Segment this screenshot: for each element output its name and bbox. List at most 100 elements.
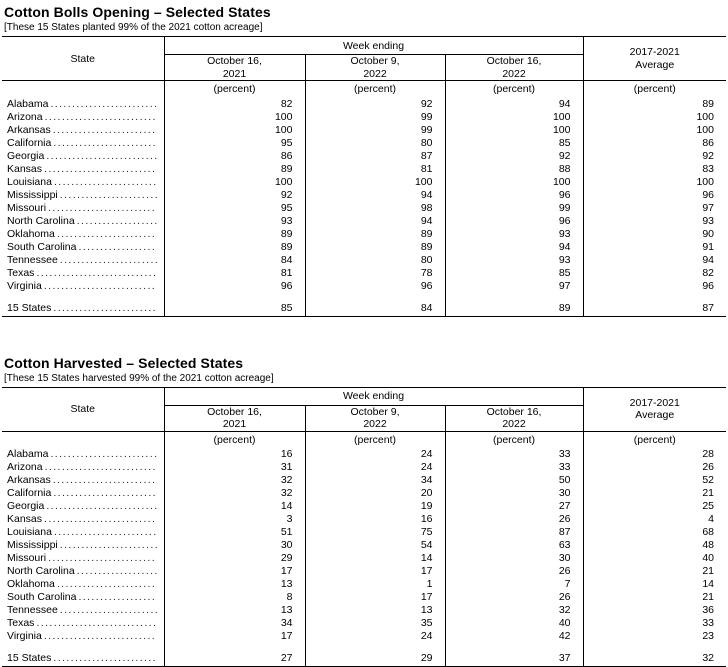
unit-row: (percent) (percent) (percent) (percent) <box>2 81 726 98</box>
state-cell: Louisiana <box>2 526 164 539</box>
value-cell: 48 <box>583 539 726 552</box>
week-column-3-line2: 2022 <box>502 68 525 80</box>
week-column-3-line2: 2022 <box>502 418 525 430</box>
state-line: Texas <box>2 267 164 280</box>
value-cell: 96 <box>305 280 445 293</box>
percent-unit-cell: (percent) <box>164 431 305 448</box>
value-cell: 35 <box>305 617 445 630</box>
table-row: Texas81788582 <box>2 267 726 280</box>
value-cell: 92 <box>583 150 726 163</box>
state-label: California <box>7 137 53 150</box>
week-column-header-3: October 16, 2022 <box>445 55 583 81</box>
dot-leader <box>53 124 157 137</box>
value-cell: 68 <box>583 526 726 539</box>
value-cell <box>305 643 445 652</box>
value-cell: 93 <box>445 228 583 241</box>
state-label: Mississippi <box>7 189 60 202</box>
report-title: Cotton Harvested – Selected States <box>4 355 726 371</box>
state-label: Virginia <box>7 280 44 293</box>
value-cell: 94 <box>583 254 726 267</box>
week-column-header-2: October 9, 2022 <box>305 405 445 431</box>
dot-leader <box>77 215 157 228</box>
dot-leader <box>46 500 156 513</box>
value-cell: 1 <box>305 578 445 591</box>
state-label: Mississippi <box>7 539 60 552</box>
state-cell: Texas <box>2 617 164 630</box>
state-line: Tennessee <box>2 254 164 267</box>
value-cell: 94 <box>305 189 445 202</box>
state-cell: Arizona <box>2 461 164 474</box>
state-cell: Kansas <box>2 163 164 176</box>
state-line: Oklahoma <box>2 578 164 591</box>
state-line: Kansas <box>2 513 164 526</box>
state-line: Virginia <box>2 630 164 643</box>
value-cell: 14 <box>305 552 445 565</box>
state-label: Arkansas <box>7 124 53 137</box>
percent-unit-cell: (percent) <box>305 81 445 98</box>
value-cell: 78 <box>305 267 445 280</box>
value-cell: 99 <box>305 124 445 137</box>
value-cell <box>583 643 726 652</box>
spacer-row <box>2 643 726 652</box>
value-cell: 92 <box>445 150 583 163</box>
value-cell: 100 <box>583 111 726 124</box>
value-cell: 84 <box>305 302 445 317</box>
value-cell: 81 <box>305 163 445 176</box>
table-row: Georgia14192725 <box>2 500 726 513</box>
state-line: Arkansas <box>2 474 164 487</box>
state-line: Missouri <box>2 552 164 565</box>
value-cell: 30 <box>164 539 305 552</box>
state-label: Arizona <box>7 111 45 124</box>
state-line: Mississippi <box>2 189 164 202</box>
unit-row: (percent) (percent) (percent) (percent) <box>2 431 726 448</box>
value-cell: 24 <box>305 448 445 461</box>
state-cell: Mississippi <box>2 189 164 202</box>
table-row: Mississippi92949696 <box>2 189 726 202</box>
state-line: South Carolina <box>2 241 164 254</box>
header-row-1: State Week ending 2017-2021 Average <box>2 37 726 55</box>
state-label: 15 States <box>7 302 53 315</box>
dot-leader <box>60 539 157 552</box>
state-label: South Carolina <box>7 241 78 254</box>
value-cell <box>164 293 305 302</box>
value-cell: 92 <box>305 98 445 111</box>
dot-leader <box>45 461 157 474</box>
week-column-1-line2: 2021 <box>223 418 246 430</box>
state-cell: Missouri <box>2 552 164 565</box>
dot-leader <box>54 526 157 539</box>
unit-state-cell <box>2 431 164 448</box>
table-row: North Carolina93949693 <box>2 215 726 228</box>
state-cell: Tennessee <box>2 604 164 617</box>
value-cell: 82 <box>583 267 726 280</box>
value-cell: 89 <box>305 228 445 241</box>
state-label: 15 States <box>7 652 53 665</box>
dot-leader <box>57 578 157 591</box>
dot-leader <box>57 228 157 241</box>
state-line: Tennessee <box>2 604 164 617</box>
value-cell: 14 <box>583 578 726 591</box>
value-cell: 82 <box>164 98 305 111</box>
dot-leader <box>53 487 156 500</box>
value-cell: 25 <box>583 500 726 513</box>
week-column-header-1: October 16, 2021 <box>164 405 305 431</box>
value-cell: 13 <box>305 604 445 617</box>
table-row: Alabama82929489 <box>2 98 726 111</box>
week-column-2-line1: October 9, <box>350 406 399 418</box>
table-row: Oklahoma131714 <box>2 578 726 591</box>
value-cell: 26 <box>583 461 726 474</box>
dot-leader <box>78 241 156 254</box>
value-cell: 100 <box>445 176 583 189</box>
value-cell: 89 <box>583 98 726 111</box>
state-label: Arizona <box>7 461 45 474</box>
value-cell: 32 <box>583 652 726 667</box>
value-cell: 91 <box>583 241 726 254</box>
value-cell: 17 <box>305 565 445 578</box>
state-cell: Kansas <box>2 513 164 526</box>
week-column-header-3: October 16, 2022 <box>445 405 583 431</box>
state-label: Oklahoma <box>7 228 57 241</box>
dot-leader <box>53 652 156 665</box>
state-label: Alabama <box>7 98 50 111</box>
progress-table: State Week ending 2017-2021 Average Octo… <box>2 36 726 317</box>
value-cell: 24 <box>305 461 445 474</box>
average-header-line1: 2017-2021 <box>630 46 680 58</box>
